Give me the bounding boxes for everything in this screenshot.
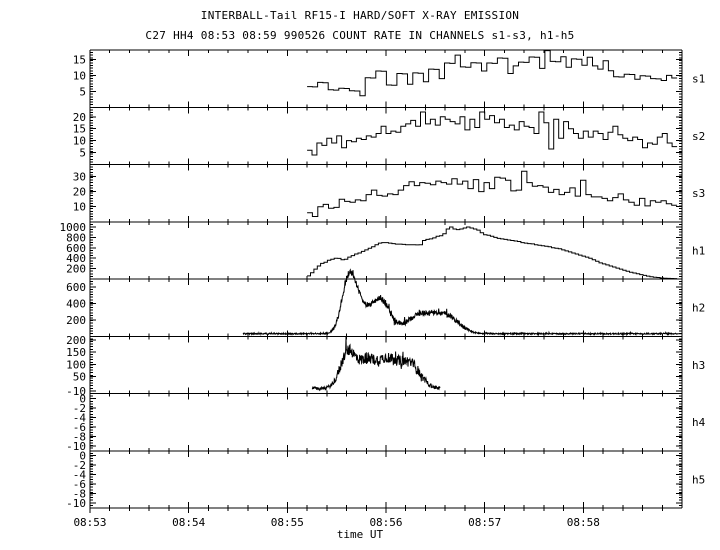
panel-label-s3: s3 <box>692 187 705 200</box>
panel-label-h4: h4 <box>692 416 706 429</box>
x-tick-label: 08:56 <box>369 516 402 529</box>
data-trace-h2 <box>242 268 682 337</box>
y-tick-label-h3: 50 <box>73 370 86 383</box>
panel-label-h2: h2 <box>692 302 705 315</box>
y-tick-label-s2: 5 <box>79 147 86 160</box>
y-tick-label-s2: 20 <box>73 111 86 124</box>
y-tick-label-h1: 1000 <box>60 221 87 234</box>
y-tick-label-s1: 5 <box>79 85 86 98</box>
y-tick-label-h3: 200 <box>66 334 86 347</box>
y-tick-label-h1: 600 <box>66 242 86 255</box>
y-tick-label-h2: 600 <box>66 281 86 294</box>
y-tick-label-h3: -10 <box>66 385 86 398</box>
x-axis-title: time UT <box>336 528 384 541</box>
y-tick-label-h4: -10 <box>66 440 86 453</box>
y-tick-label-s1: 10 <box>73 69 86 82</box>
data-trace-h1 <box>307 226 678 280</box>
y-tick-label-s3: 20 <box>73 186 86 199</box>
y-tick-label-h5: -6 <box>73 478 86 491</box>
y-tick-label-s2: 10 <box>73 135 86 148</box>
x-tick-label: 08:53 <box>73 516 106 529</box>
data-trace-h3 <box>311 336 441 392</box>
y-tick-label-h3: 100 <box>66 358 86 371</box>
x-tick-label: 08:58 <box>567 516 600 529</box>
data-trace-s1 <box>307 50 678 97</box>
data-trace-s2 <box>307 111 678 156</box>
y-tick-label-s1: 15 <box>73 54 86 67</box>
x-tick-label: 08:55 <box>271 516 304 529</box>
panel-label-s2: s2 <box>692 130 705 143</box>
y-tick-label-h3: 150 <box>66 346 86 359</box>
y-tick-label-h5: -8 <box>73 488 86 501</box>
y-tick-label-h4: -4 <box>73 411 87 424</box>
page-title: INTERBALL-Tail RF15-I HARD/SOFT X-RAY EM… <box>200 9 520 22</box>
panel-label-h5: h5 <box>692 473 705 486</box>
panel-label-h1: h1 <box>692 244 705 257</box>
y-tick-label-h1: 200 <box>66 263 86 276</box>
data-trace-s3 <box>307 170 678 217</box>
page-subtitle: C27 HH4 08:53 08:59 990526 COUNT RATE IN… <box>145 29 575 42</box>
y-tick-label-h2: 200 <box>66 314 86 327</box>
y-tick-label-h4: -6 <box>73 421 86 434</box>
y-tick-label-s3: 30 <box>73 171 86 184</box>
y-tick-label-h5: -2 <box>73 459 86 472</box>
y-tick-label-s2: 15 <box>73 123 86 136</box>
y-tick-label-h5: -10 <box>66 497 86 510</box>
y-tick-label-h1: 400 <box>66 252 86 265</box>
panel-label-h3: h3 <box>692 359 705 372</box>
y-tick-label-h5: 0 <box>79 450 86 463</box>
y-tick-label-h1: 800 <box>66 231 86 244</box>
x-tick-label: 08:54 <box>172 516 205 529</box>
y-tick-label-h5: -4 <box>73 469 87 482</box>
y-tick-label-h4: 0 <box>79 392 86 405</box>
y-tick-label-h2: 400 <box>66 298 86 311</box>
y-tick-label-h4: -8 <box>73 430 86 443</box>
y-tick-label-s3: 10 <box>73 201 86 214</box>
x-tick-label: 08:57 <box>468 516 501 529</box>
panel-label-s1: s1 <box>692 73 705 86</box>
y-tick-label-h4: -2 <box>73 402 86 415</box>
